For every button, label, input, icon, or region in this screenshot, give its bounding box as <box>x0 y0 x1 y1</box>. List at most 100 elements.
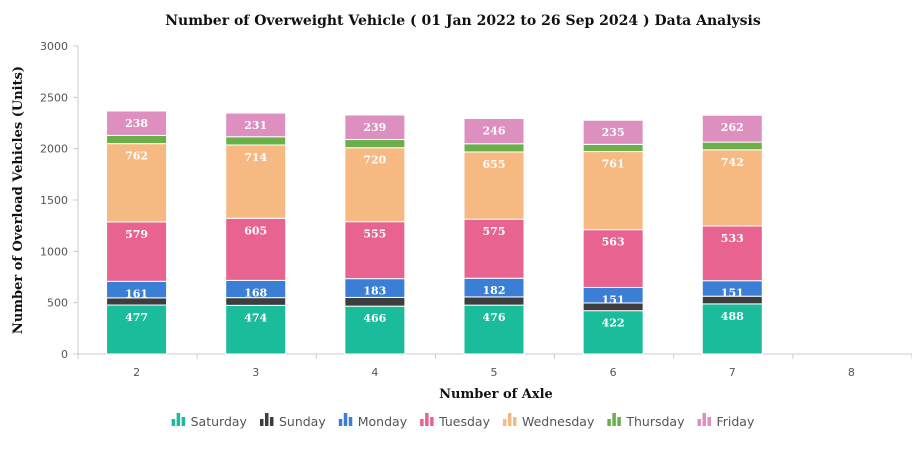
bar-segment[interactable] <box>463 296 525 306</box>
bar-chart-icon <box>502 413 517 426</box>
legend-label: Sunday <box>279 414 326 429</box>
bar-value-label: 714 <box>244 151 267 164</box>
legend-label: Friday <box>716 414 754 429</box>
bar-segment[interactable] <box>225 217 287 281</box>
x-tick-label: 4 <box>371 366 378 379</box>
x-axis: 2 3 4 5 6 7 8 <box>77 353 912 379</box>
y-tick-label: 3000 <box>40 40 68 53</box>
bar-segment[interactable] <box>344 305 406 355</box>
bars <box>106 110 763 355</box>
bar-segment[interactable] <box>701 225 763 282</box>
bar-value-label: 161 <box>125 287 148 300</box>
y-tick-label: 1500 <box>40 194 68 207</box>
y-tick-label: 2500 <box>40 91 68 104</box>
bar-value-label: 761 <box>602 158 625 171</box>
bar-value-label: 239 <box>363 121 386 134</box>
bar-segment[interactable] <box>701 114 763 143</box>
bar-value-label: 466 <box>363 312 386 325</box>
bar-chart-icon <box>607 413 621 426</box>
bar-value-label: 477 <box>125 311 148 324</box>
chart-title: Number of Overweight Vehicle ( 01 Jan 20… <box>165 13 761 29</box>
bar-value-label: 238 <box>125 117 148 130</box>
y-tick-label: 500 <box>47 297 68 310</box>
bar-value-label: 488 <box>721 310 744 323</box>
bar-segment[interactable] <box>463 151 525 220</box>
bar-value-label: 605 <box>244 224 267 237</box>
bar-segment[interactable] <box>582 229 644 288</box>
bar-value-label: 476 <box>483 311 506 324</box>
bar-segment[interactable] <box>106 143 168 223</box>
bar-segment[interactable] <box>701 141 763 151</box>
legend-label: Wednesday <box>522 414 595 429</box>
bar-value-label: 151 <box>602 293 625 306</box>
bar-value-label: 262 <box>721 121 744 134</box>
bar-segment[interactable] <box>344 114 406 141</box>
bar-value-label: 533 <box>721 232 744 245</box>
bar-segment[interactable] <box>225 304 287 355</box>
bar-chart-icon <box>259 413 274 426</box>
bar-value-label: 655 <box>483 158 506 171</box>
y-axis-title: Number of Overload Vehicles (Units) <box>11 66 26 334</box>
legend-item[interactable]: Sunday <box>259 413 326 429</box>
bar-segment[interactable] <box>582 151 644 231</box>
legend-label: Saturday <box>191 414 248 429</box>
bar-value-label: 563 <box>602 236 625 249</box>
bar-segment[interactable] <box>582 119 644 145</box>
legend: Saturday Sunday Monday Tuesday Wednesday Thur… <box>171 413 755 429</box>
legend-item[interactable]: Friday <box>697 413 755 429</box>
bar-value-label: 246 <box>483 124 506 137</box>
x-tick-label: 8 <box>848 366 855 379</box>
bar-value-label: 742 <box>721 156 744 169</box>
y-tick-label: 0 <box>61 348 68 361</box>
x-tick-label: 2 <box>133 366 140 379</box>
bar-chart-icon <box>171 413 186 426</box>
bar-value-label: 182 <box>483 284 506 297</box>
y-tick-label: 2000 <box>40 143 68 156</box>
bar-segment[interactable] <box>225 112 287 138</box>
bar-value-label: 555 <box>363 228 386 241</box>
bar-value-label: 575 <box>483 225 506 238</box>
bar-segment[interactable] <box>344 296 406 307</box>
data-labels: 477 161 579 762 238 474 168 605 714 231 466 183 555 7… <box>125 117 744 330</box>
legend-label: Tuesday <box>438 414 490 429</box>
x-tick-label: 5 <box>491 366 498 379</box>
bar-segment[interactable] <box>463 304 525 355</box>
bar-chart-icon <box>338 413 353 426</box>
legend-item[interactable]: Thursday <box>607 413 685 429</box>
bar-segment[interactable] <box>225 136 287 146</box>
bar-segment[interactable] <box>225 144 287 219</box>
bar-segment[interactable] <box>106 304 168 355</box>
y-tick-label: 1000 <box>40 245 68 258</box>
y-axis: 0 500 1000 1500 2000 2500 3000 <box>40 40 79 361</box>
legend-item[interactable]: Saturday <box>171 413 248 429</box>
bar-chart-icon <box>420 413 434 426</box>
legend-item[interactable]: Monday <box>338 413 408 429</box>
bar-value-label: 762 <box>125 150 148 163</box>
bar-segment[interactable] <box>582 143 644 153</box>
bar-value-label: 474 <box>244 311 267 324</box>
bar-segment[interactable] <box>106 134 168 145</box>
bar-value-label: 422 <box>602 317 625 330</box>
bar-value-label: 151 <box>721 287 744 300</box>
bar-segment[interactable] <box>463 218 525 279</box>
bar-segment[interactable] <box>463 117 525 145</box>
legend-label: Thursday <box>625 414 685 429</box>
bar-value-label: 168 <box>244 286 267 299</box>
x-axis-title: Number of Axle <box>439 387 553 402</box>
bar-value-label: 235 <box>602 126 625 139</box>
bar-segment[interactable] <box>701 303 763 355</box>
bar-segment[interactable] <box>106 110 168 136</box>
bar-chart-icon <box>697 413 711 426</box>
x-tick-label: 7 <box>729 366 736 379</box>
bar-segment[interactable] <box>344 147 406 223</box>
bar-segment[interactable] <box>463 143 525 153</box>
bar-value-label: 579 <box>125 228 148 241</box>
bar-value-label: 183 <box>363 285 386 298</box>
bar-segment[interactable] <box>344 139 406 149</box>
legend-item[interactable]: Tuesday <box>420 413 491 429</box>
legend-item[interactable]: Wednesday <box>502 413 595 429</box>
bar-segment[interactable] <box>344 221 406 280</box>
x-tick-label: 3 <box>252 366 259 379</box>
